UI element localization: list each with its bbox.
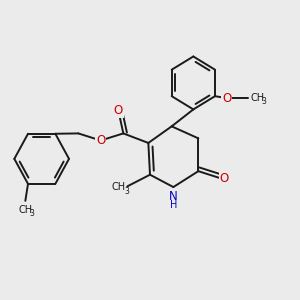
Text: 3: 3 bbox=[124, 187, 129, 196]
Text: H: H bbox=[169, 200, 177, 210]
Text: O: O bbox=[222, 92, 231, 105]
Text: 3: 3 bbox=[30, 208, 34, 217]
Text: CH: CH bbox=[250, 93, 264, 103]
Text: N: N bbox=[169, 190, 178, 203]
Text: O: O bbox=[96, 134, 105, 147]
Text: O: O bbox=[114, 104, 123, 117]
Text: CH: CH bbox=[112, 182, 126, 192]
Text: 3: 3 bbox=[262, 97, 266, 106]
Text: CH: CH bbox=[18, 205, 32, 215]
Text: O: O bbox=[220, 172, 229, 185]
